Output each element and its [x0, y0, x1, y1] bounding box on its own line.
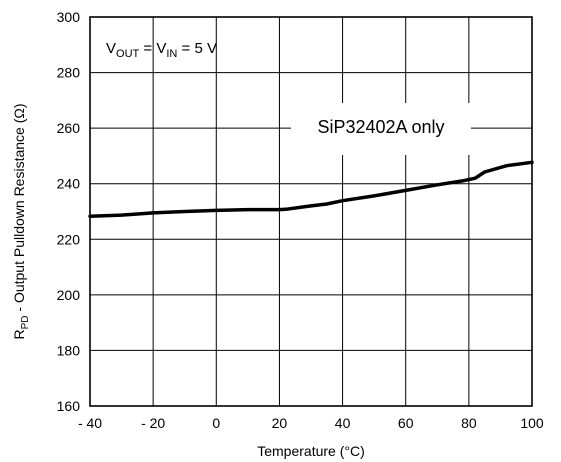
condition-subscript: IN — [166, 48, 177, 60]
y-axis-title-text: - Output Pulldown Resistance (Ω) — [11, 103, 27, 315]
series-layer — [88, 160, 534, 218]
device-note-background — [291, 103, 471, 155]
y-tick-labels: 160 180 200 220 240 260 280 300 — [57, 9, 81, 414]
y-tick-label: 160 — [57, 398, 81, 414]
x-axis-title: Temperature (°C) — [257, 443, 365, 459]
series-line — [88, 160, 534, 218]
condition-subscript: OUT — [116, 48, 140, 60]
y-tick-label: 240 — [57, 176, 81, 192]
x-tick-label: - 20 — [141, 415, 165, 431]
x-tick-label: 40 — [335, 415, 351, 431]
device-note-annotation: SiP32402A only — [291, 103, 471, 155]
x-tick-label: 20 — [272, 415, 288, 431]
condition-segment: = V — [139, 40, 166, 57]
y-tick-label: 300 — [57, 9, 81, 25]
y-tick-label: 260 — [57, 120, 81, 136]
plot-frame — [89, 16, 533, 407]
y-tick-label: 280 — [57, 65, 81, 81]
x-tick-label: 60 — [398, 415, 414, 431]
x-tick-label: - 40 — [78, 415, 102, 431]
y-tick-label: 180 — [57, 342, 81, 358]
x-tick-labels: - 40 - 20 0 20 40 60 80 100 — [78, 415, 544, 431]
y-tick-label: 220 — [57, 231, 81, 247]
device-note-text: SiP32402A only — [317, 117, 444, 137]
condition-segment: = 5 V — [177, 40, 217, 57]
y-axis-title: RPD - Output Pulldown Resistance (Ω) — [11, 103, 31, 339]
y-tick-label: 200 — [57, 287, 81, 303]
grid — [90, 17, 532, 406]
y-axis-title-subscript: PD — [20, 315, 31, 329]
condition-text: VOUT = VIN = 5 V — [106, 40, 217, 60]
x-tick-label: 0 — [212, 415, 220, 431]
y-axis-title-symbol: R — [11, 329, 27, 339]
condition-segment: V — [106, 40, 116, 57]
x-tick-label: 80 — [461, 415, 477, 431]
condition-annotation: VOUT = VIN = 5 V — [106, 40, 217, 60]
x-tick-label: 100 — [520, 415, 544, 431]
